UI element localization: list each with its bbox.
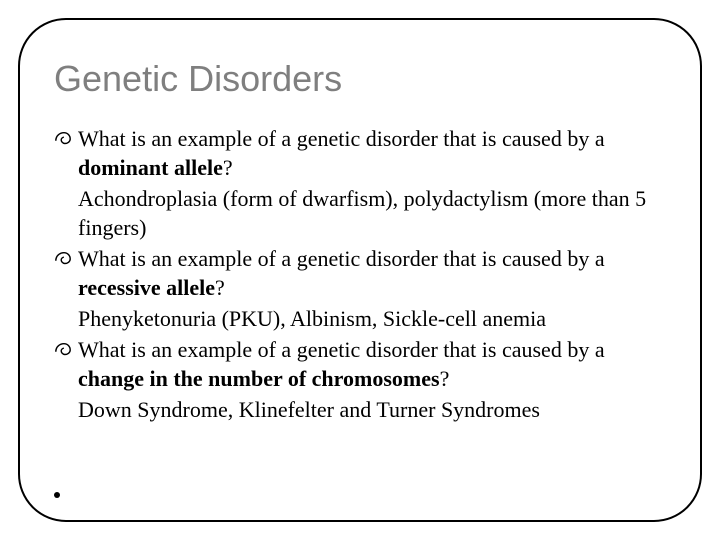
slide-title: Genetic Disorders — [54, 58, 666, 100]
question-suffix: ? — [223, 155, 233, 180]
swirl-icon — [54, 126, 72, 144]
slide-frame: Genetic Disorders What is an example of … — [18, 18, 702, 522]
slide: Genetic Disorders What is an example of … — [0, 0, 720, 540]
question-text: What is an example of a genetic disorder… — [78, 246, 605, 300]
bullet-item: What is an example of a genetic disorder… — [54, 335, 666, 393]
question-bold: recessive allele — [78, 275, 215, 300]
bullet-item: What is an example of a genetic disorder… — [54, 244, 666, 302]
question-bold: dominant allele — [78, 155, 223, 180]
swirl-icon — [54, 337, 72, 355]
question-prefix: What is an example of a genetic disorder… — [78, 337, 605, 362]
question-text: What is an example of a genetic disorder… — [78, 126, 605, 180]
answer-text: Phenyketonuria (PKU), Albinism, Sickle-c… — [54, 304, 666, 333]
question-suffix: ? — [215, 275, 225, 300]
question-text: What is an example of a genetic disorder… — [78, 337, 605, 391]
answer-text: Achondroplasia (form of dwarfism), polyd… — [54, 184, 666, 242]
question-suffix: ? — [440, 366, 450, 391]
swirl-icon — [54, 246, 72, 264]
answer-text: Down Syndrome, Klinefelter and Turner Sy… — [54, 395, 666, 424]
page-indicator-dot — [54, 492, 60, 498]
question-prefix: What is an example of a genetic disorder… — [78, 126, 605, 151]
question-prefix: What is an example of a genetic disorder… — [78, 246, 605, 271]
question-bold: change in the number of chromosomes — [78, 366, 440, 391]
slide-content: What is an example of a genetic disorder… — [54, 124, 666, 424]
bullet-item: What is an example of a genetic disorder… — [54, 124, 666, 182]
